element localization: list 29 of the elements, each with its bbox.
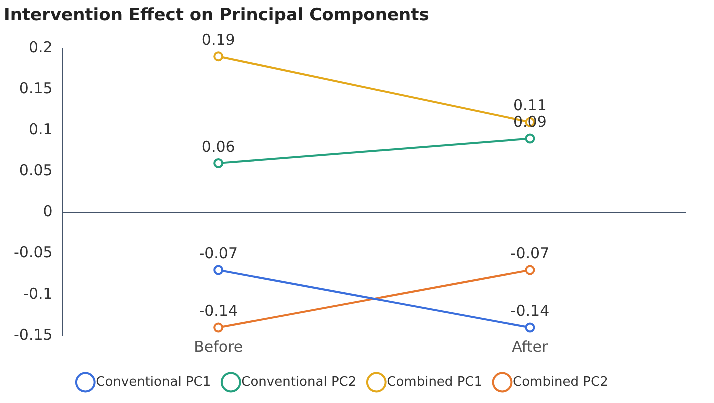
y-tick-label: 0.1 (28, 120, 53, 138)
x-tick-label: After (512, 338, 550, 356)
point (214, 52, 224, 62)
data-label: 0.19 (202, 31, 236, 50)
point (214, 322, 224, 333)
point (525, 322, 536, 333)
y-tick-label: -0.15 (14, 326, 53, 344)
data-label: 0.06 (202, 138, 236, 156)
point (214, 265, 224, 276)
data-label: -0.14 (199, 302, 238, 320)
point (214, 158, 224, 168)
data-label: 0.11 (514, 96, 547, 115)
data-label: -0.07 (510, 244, 550, 263)
y-tick-label: -0.05 (14, 244, 53, 262)
y-tick-label: 0.2 (28, 38, 53, 56)
y-tick-label: 0 (43, 202, 53, 221)
legend-label: Conventional PC2 (242, 374, 357, 390)
data-label: -0.07 (199, 244, 238, 263)
y-tick-label: -0.1 (24, 284, 53, 303)
point (525, 265, 536, 276)
legend-label: Combined PC2 (513, 374, 608, 390)
y-tick-label: 0.15 (19, 79, 53, 98)
data-label: -0.14 (510, 302, 550, 320)
x-tick-label: Before (194, 338, 244, 356)
legend-label: Combined PC1 (387, 374, 483, 390)
chart-title: Intervention Effect on Principal Components (4, 6, 430, 26)
y-tick-label: 0.05 (19, 162, 53, 180)
point (525, 134, 536, 144)
legend-label: Conventional PC1 (96, 374, 212, 390)
